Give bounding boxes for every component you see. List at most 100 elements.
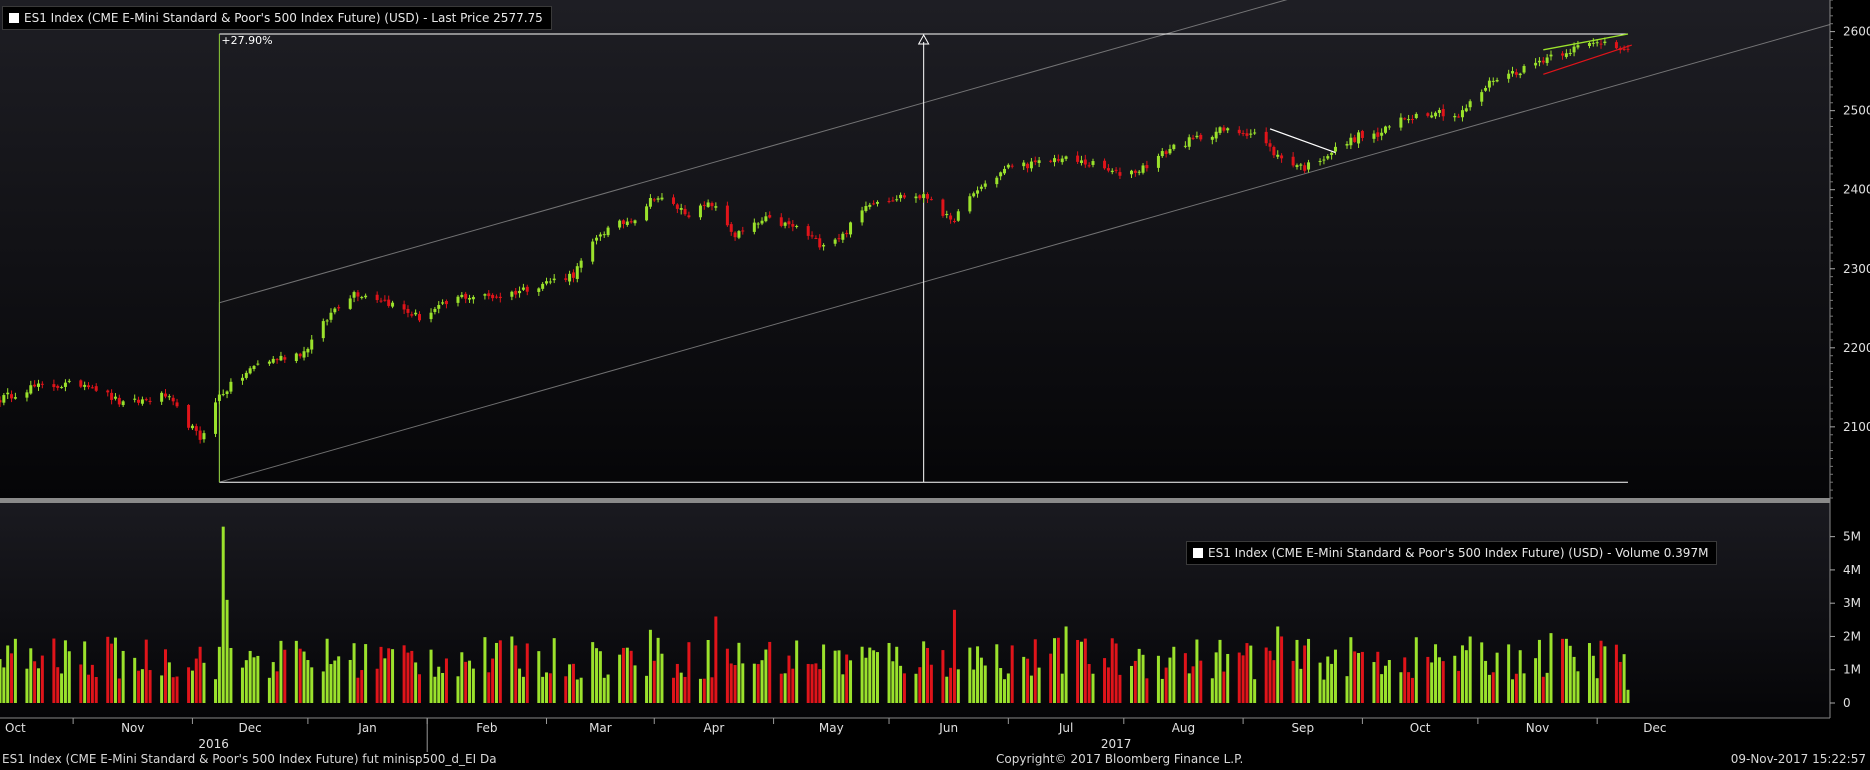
candle-body	[271, 358, 275, 363]
panel-divider[interactable]	[0, 498, 1870, 503]
volume-bar	[1029, 675, 1033, 703]
candle-body	[1457, 116, 1461, 118]
candle-body	[737, 231, 741, 238]
candle-body	[1187, 137, 1191, 147]
candle-body	[887, 201, 891, 203]
volume-bar	[1514, 673, 1518, 703]
volume-bar	[518, 668, 522, 703]
candle-body	[1164, 151, 1168, 155]
candle-body	[1241, 133, 1245, 135]
candle-body	[979, 186, 983, 189]
volume-bar	[1376, 651, 1380, 703]
candle-body	[1403, 118, 1407, 120]
volume-bar	[144, 639, 148, 703]
volume-bar	[1245, 643, 1249, 703]
volume-bar	[1026, 658, 1030, 703]
volume-bar	[329, 664, 333, 703]
right-axis-area	[1830, 0, 1870, 770]
price-legend[interactable]: ES1 Index (CME E-Mini Standard & Poor's …	[2, 6, 552, 30]
volume-bar	[1622, 654, 1626, 703]
volume-bar	[471, 668, 475, 703]
candle-body	[1303, 165, 1307, 171]
volume-bar	[1164, 667, 1168, 703]
volume-bar	[895, 646, 899, 703]
volume-bar	[872, 650, 876, 703]
volume-bar	[163, 649, 167, 703]
candle-body	[1468, 101, 1472, 108]
volume-bar	[621, 647, 625, 703]
candle-body	[860, 210, 864, 223]
candle-body	[256, 363, 260, 365]
volume-bar	[864, 657, 868, 703]
volume-bar	[702, 678, 706, 703]
candle-body	[1484, 88, 1488, 91]
volume-bar	[1495, 652, 1499, 703]
candle-body	[545, 281, 549, 284]
volume-bar	[768, 641, 772, 703]
volume-bar	[914, 673, 918, 703]
candle-body	[498, 296, 502, 299]
volume-bar	[298, 648, 302, 703]
candle-body	[679, 207, 683, 210]
candle-body	[1487, 80, 1491, 88]
candle-body	[568, 273, 572, 282]
candle-body	[733, 232, 737, 238]
candle-body	[972, 193, 976, 197]
candle-body	[1245, 133, 1249, 136]
volume-bar	[1353, 651, 1357, 703]
volume-bar	[1145, 678, 1149, 703]
candle-body	[983, 183, 987, 187]
candle-body	[929, 199, 933, 201]
volume-bar	[1572, 656, 1576, 703]
candle-body	[375, 294, 379, 301]
candle-body	[1110, 170, 1114, 173]
candle-body	[575, 266, 579, 279]
candle-body	[518, 290, 522, 294]
candle-body	[379, 300, 383, 302]
volume-bar	[387, 648, 391, 703]
volume-bar	[198, 646, 202, 703]
price-axis-label: 2200	[1843, 341, 1870, 355]
candle-body	[552, 278, 556, 281]
candle-body	[1384, 126, 1388, 133]
candle-body	[710, 203, 714, 207]
candle-body	[1191, 137, 1195, 139]
volume-bar	[160, 675, 164, 703]
candle-body	[87, 385, 91, 388]
volume-bar	[1210, 678, 1214, 703]
candle-body	[1145, 165, 1149, 169]
candle-body	[941, 199, 945, 216]
volume-bar	[629, 650, 633, 703]
volume-bar	[568, 664, 572, 703]
candle-body	[1199, 134, 1203, 140]
volume-axis-label: 0	[1843, 696, 1851, 710]
volume-bar	[679, 672, 683, 703]
volume-bar	[1237, 652, 1241, 703]
candle-body	[926, 194, 930, 199]
volume-bar	[1160, 678, 1164, 703]
candle-body	[1168, 149, 1172, 154]
volume-legend[interactable]: ES1 Index (CME E-Mini Standard & Poor's …	[1186, 541, 1718, 565]
volume-bar	[814, 663, 818, 703]
candle-body	[1622, 48, 1626, 50]
volume-bar	[1618, 661, 1622, 703]
candle-body	[1599, 43, 1603, 45]
volume-bars	[0, 526, 1630, 703]
volume-bar	[294, 640, 298, 703]
candle-body	[1376, 132, 1380, 137]
candle-body	[1118, 172, 1122, 176]
candle-body	[1237, 129, 1241, 134]
volume-bar	[1183, 653, 1187, 703]
volume-bar	[1568, 645, 1572, 703]
candle-body	[110, 392, 114, 400]
candle-body	[1491, 80, 1495, 82]
candle-body	[464, 293, 468, 299]
candle-body	[33, 384, 37, 387]
volume-bar	[383, 658, 387, 703]
candle-body	[329, 312, 333, 320]
volume-bar	[725, 648, 729, 703]
volume-bar	[618, 654, 622, 703]
candle-body	[148, 400, 152, 402]
candle-body	[391, 302, 395, 307]
candle-body	[783, 222, 787, 226]
